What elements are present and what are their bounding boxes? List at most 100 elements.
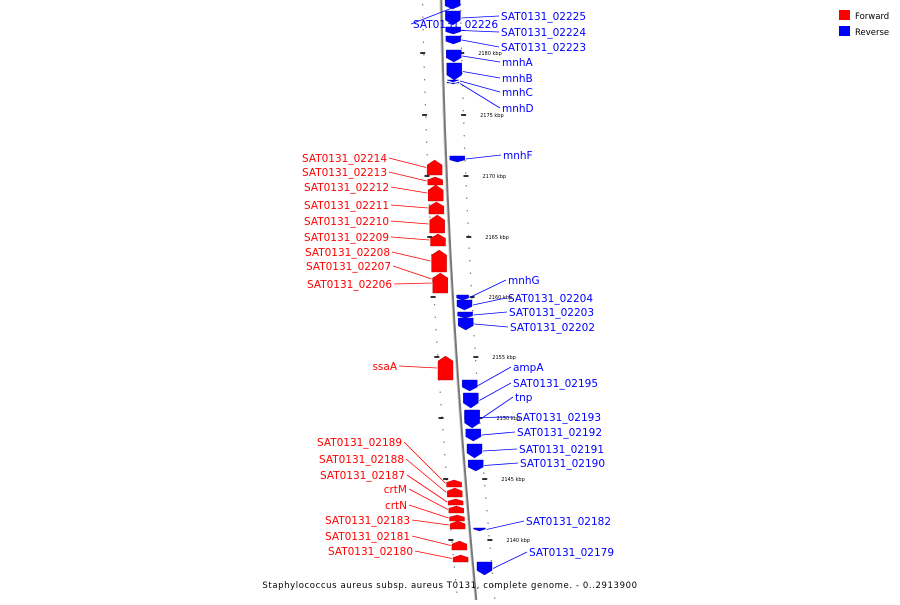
gene-arrow	[446, 62, 462, 81]
gene-arrow	[449, 514, 465, 522]
gene-label: SAT0131_02182	[526, 516, 611, 528]
guide-dot	[460, 47, 463, 49]
scale-ticks: 2180 kbp 2175 kbp 2170 kbp 2165 kbp 2160 kbp…	[420, 51, 530, 544]
tick-mark-right	[459, 52, 465, 54]
guide-dot	[434, 316, 436, 318]
gene-arrow	[449, 155, 465, 163]
guide-dot	[440, 404, 442, 406]
label-leader-line	[481, 431, 516, 436]
guide-dot	[462, 97, 464, 99]
label-leader-line	[473, 311, 508, 316]
label-leader-line	[390, 220, 429, 225]
scale-tick: 2145 kbp	[443, 477, 525, 483]
gene-label: SAT0131_02225	[501, 11, 586, 23]
guide-dot	[474, 347, 476, 349]
tick-label: 2145 kbp	[501, 477, 525, 483]
gene-label: SAT0131_02187	[320, 470, 405, 482]
genome-backbone-highlight	[439, 0, 476, 601]
label-leader-line	[480, 416, 515, 418]
gene-arrow	[446, 81, 460, 85]
tick-label: 2150 kbp	[497, 416, 521, 422]
label-leader-line	[469, 279, 507, 298]
label-leader-line	[461, 15, 500, 19]
gene-features	[426, 0, 493, 576]
gene-label: mnhC	[502, 87, 533, 99]
label-leader-line	[403, 441, 446, 484]
scale-tick: 2165 kbp	[427, 235, 509, 241]
label-leader-line	[392, 265, 432, 280]
gene-arrow	[447, 498, 464, 506]
scale-tick: 2150 kbp	[438, 416, 521, 422]
guide-dot	[464, 160, 466, 162]
guide-dot	[485, 497, 487, 499]
gene-label: mnhD	[502, 103, 534, 115]
guide-dot	[470, 285, 472, 287]
scale-tick: 2160 kbp	[430, 295, 512, 301]
scale-tick: 2155 kbp	[434, 355, 516, 361]
guide-dot	[463, 122, 465, 124]
tick-label: 2175 kbp	[480, 113, 504, 119]
tick-mark-left	[443, 478, 449, 480]
gene-label: SAT0131_02181	[325, 531, 410, 543]
tick-mark-left	[422, 114, 428, 116]
guide-dot	[439, 391, 441, 393]
guide-dot	[475, 372, 478, 374]
gene-label: SAT0131_02206	[307, 279, 392, 291]
gene-arrow	[445, 35, 462, 45]
tick-mark-left	[434, 356, 440, 358]
guide-dot	[428, 204, 430, 206]
gene-arrow	[430, 233, 446, 247]
gene-label: SAT0131_02180	[328, 546, 413, 558]
guide-dot	[467, 222, 469, 224]
guide-dot	[450, 529, 452, 531]
guide-dot	[487, 522, 489, 524]
tick-mark-right	[466, 236, 472, 238]
guide-dot	[465, 185, 467, 187]
gene-arrow	[451, 540, 468, 551]
guide-dot	[484, 485, 486, 487]
label-leader-line	[408, 504, 449, 519]
gene-label: SAT0131_02207	[306, 261, 391, 273]
guide-dot	[435, 329, 437, 331]
label-leader-line	[405, 458, 447, 493]
guide-dot	[494, 597, 496, 599]
label-leader-line	[462, 71, 501, 79]
guide-dot	[473, 335, 475, 337]
tick-mark-left	[438, 417, 444, 419]
legend-label-forward: Forward	[855, 12, 889, 22]
label-leader-line	[472, 297, 507, 306]
tick-label: 2170 kbp	[483, 174, 507, 180]
gene-arrow	[466, 443, 483, 459]
label-leader-line	[486, 520, 525, 530]
label-leader-line	[479, 382, 512, 401]
legend-swatch-reverse	[839, 26, 850, 36]
legend-label-reverse: Reverse	[855, 28, 889, 38]
label-leader-line	[398, 365, 438, 369]
guide-dot	[426, 154, 428, 156]
gene-label: ssaA	[372, 361, 397, 373]
label-leader-line	[388, 157, 427, 168]
gene-arrow	[445, 10, 461, 26]
tick-label: 2140 kbp	[506, 538, 530, 544]
gene-arrow	[432, 272, 448, 294]
guide-dot	[490, 560, 492, 562]
guide-dot	[489, 547, 491, 549]
label-leader-line	[461, 39, 500, 48]
label-leader-line	[462, 55, 501, 63]
gene-label: SAT0131_02193	[516, 412, 601, 424]
guide-dot	[422, 16, 424, 18]
gene-label: mnhB	[502, 73, 533, 85]
tick-label: 2165 kbp	[485, 235, 509, 241]
label-leader-line	[478, 366, 512, 386]
guide-dot	[436, 341, 438, 343]
gene-arrow	[437, 355, 454, 381]
gene-label: SAT0131_02208	[305, 247, 390, 259]
scale-tick: 2180 kbp	[420, 51, 502, 57]
gene-arrow	[446, 79, 460, 83]
label-leader-line	[459, 80, 501, 93]
gene-label: SAT0131_02202	[510, 322, 595, 334]
tick-mark-left	[420, 52, 426, 54]
gene-label: SAT0131_02183	[325, 515, 410, 527]
guide-dot	[424, 79, 426, 81]
